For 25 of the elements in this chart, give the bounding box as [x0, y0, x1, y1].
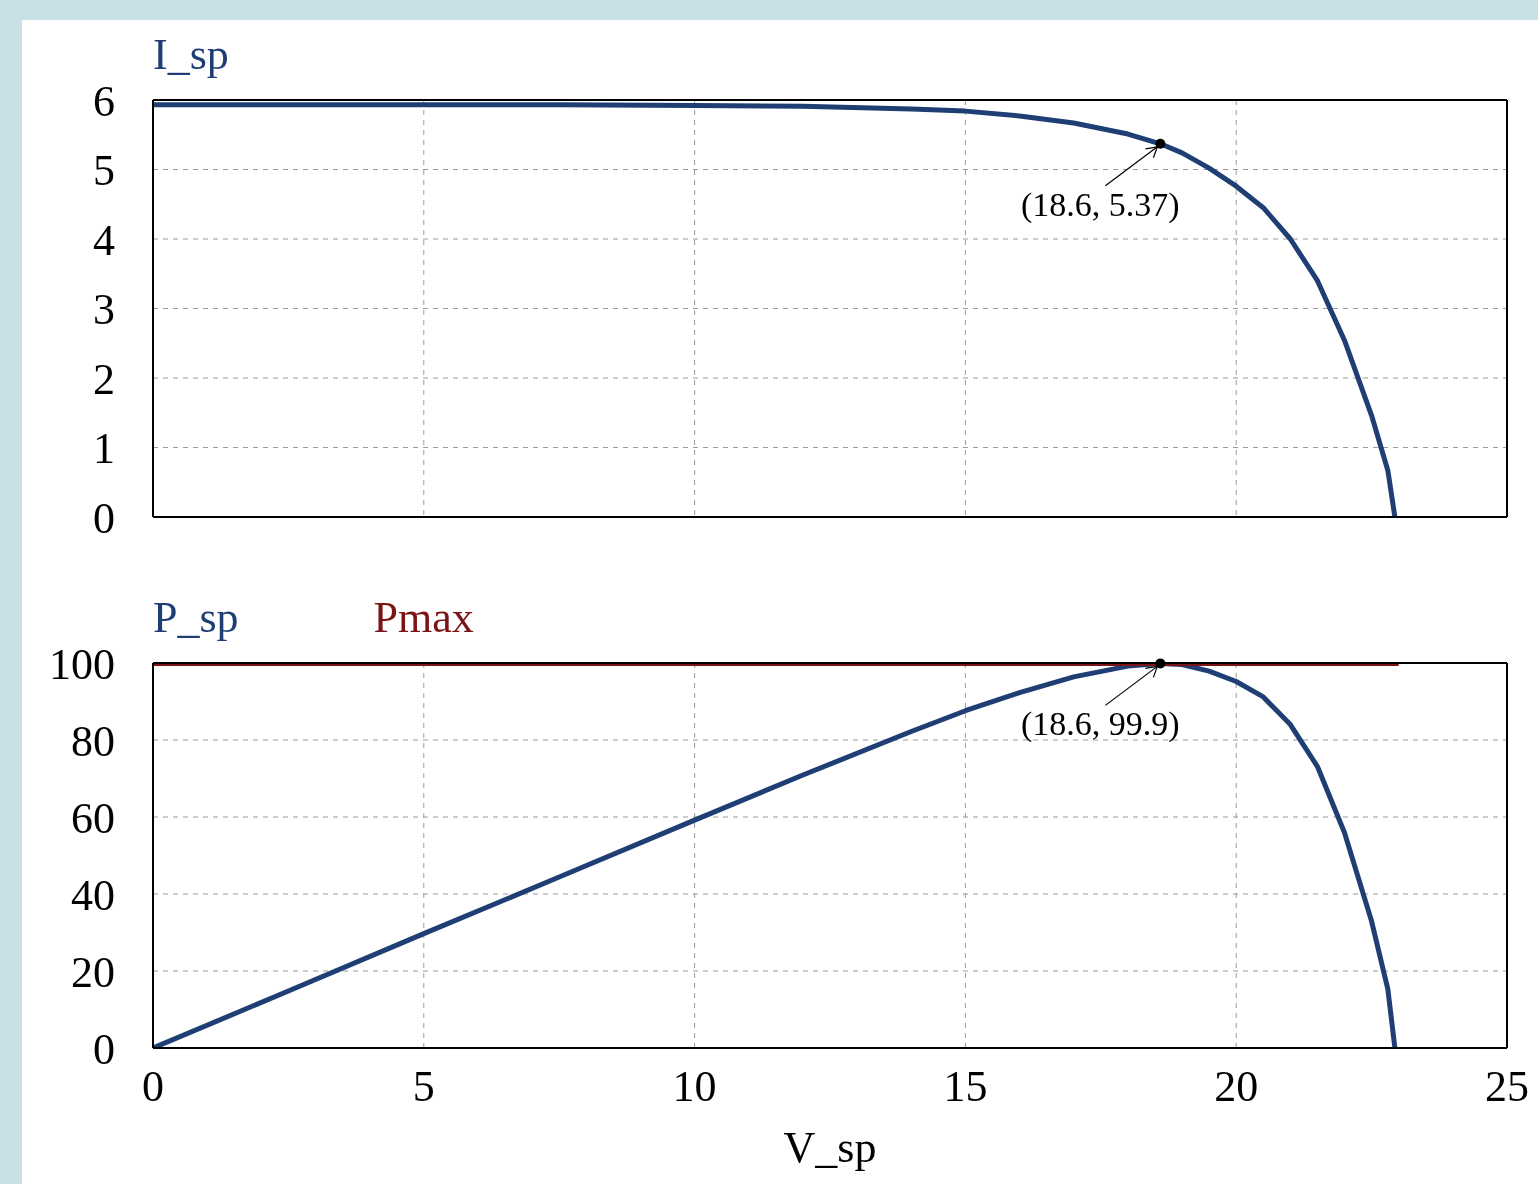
series-label: Pmax: [373, 592, 474, 643]
y-tick-label: 5: [93, 146, 115, 196]
y-tick-label: 0: [93, 1024, 115, 1074]
y-tick-label: 1: [93, 424, 115, 474]
x-tick-label: 0: [142, 1062, 164, 1112]
y-tick-label: 4: [93, 215, 115, 265]
y-tick-label: 3: [93, 285, 115, 335]
annotation: (18.6, 99.9): [1021, 705, 1180, 744]
y-tick-label: 0: [93, 493, 115, 543]
x-tick-label: 5: [412, 1062, 435, 1112]
x-tick-label: 25: [1485, 1062, 1529, 1112]
series-label: I_sp: [153, 29, 229, 80]
annotation: (18.6, 5.37): [1021, 185, 1180, 224]
y-tick-label: 60: [71, 793, 115, 843]
x-tick-label: 10: [672, 1062, 717, 1112]
x-tick-label: 15: [943, 1062, 988, 1112]
y-tick-label: 40: [71, 870, 115, 920]
x-tick-label: 20: [1214, 1062, 1259, 1112]
y-tick-label: 20: [71, 947, 115, 997]
y-tick-label: 2: [93, 354, 115, 404]
y-tick-label: 6: [93, 76, 115, 126]
y-tick-label: 80: [71, 716, 115, 766]
y-tick-label: 100: [49, 639, 115, 689]
x-axis-title: V_sp: [783, 1123, 877, 1172]
text: P_sp: [153, 592, 239, 643]
